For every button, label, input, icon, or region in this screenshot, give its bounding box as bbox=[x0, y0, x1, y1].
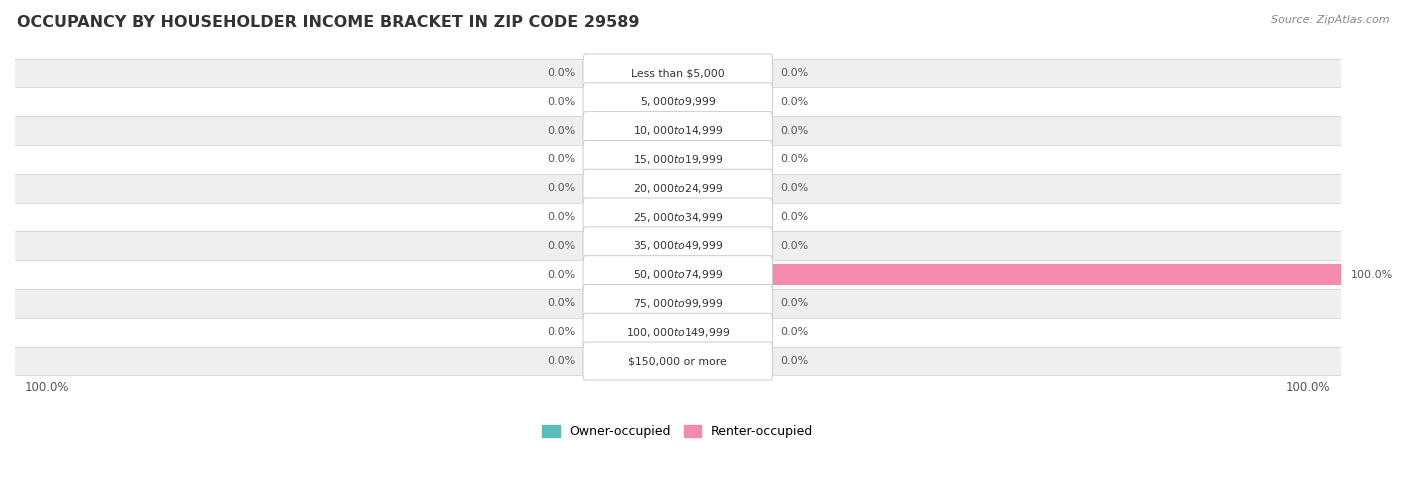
Bar bbox=[15, 318, 1340, 347]
Text: $50,000 to $74,999: $50,000 to $74,999 bbox=[633, 268, 723, 281]
Text: OCCUPANCY BY HOUSEHOLDER INCOME BRACKET IN ZIP CODE 29589: OCCUPANCY BY HOUSEHOLDER INCOME BRACKET … bbox=[17, 15, 640, 30]
Text: 0.0%: 0.0% bbox=[547, 68, 575, 78]
FancyBboxPatch shape bbox=[583, 256, 772, 294]
Text: 0.0%: 0.0% bbox=[780, 356, 808, 366]
Text: 0.0%: 0.0% bbox=[780, 327, 808, 337]
FancyBboxPatch shape bbox=[583, 342, 772, 380]
FancyBboxPatch shape bbox=[583, 83, 772, 121]
FancyBboxPatch shape bbox=[583, 169, 772, 207]
Text: $10,000 to $14,999: $10,000 to $14,999 bbox=[633, 124, 723, 137]
Bar bbox=[15, 231, 1340, 260]
Bar bbox=[15, 145, 1340, 174]
Bar bbox=[15, 260, 1340, 289]
Text: $5,000 to $9,999: $5,000 to $9,999 bbox=[640, 95, 716, 108]
Text: 0.0%: 0.0% bbox=[780, 155, 808, 164]
Text: 0.0%: 0.0% bbox=[780, 126, 808, 136]
FancyBboxPatch shape bbox=[583, 198, 772, 236]
Text: 0.0%: 0.0% bbox=[780, 241, 808, 251]
Text: 0.0%: 0.0% bbox=[547, 298, 575, 309]
Bar bbox=[15, 203, 1340, 231]
Text: 0.0%: 0.0% bbox=[547, 183, 575, 193]
Text: Source: ZipAtlas.com: Source: ZipAtlas.com bbox=[1271, 15, 1389, 25]
Text: $35,000 to $49,999: $35,000 to $49,999 bbox=[633, 240, 723, 252]
Text: Less than $5,000: Less than $5,000 bbox=[631, 68, 724, 78]
Text: $100,000 to $149,999: $100,000 to $149,999 bbox=[626, 326, 730, 339]
FancyBboxPatch shape bbox=[583, 140, 772, 178]
Text: 0.0%: 0.0% bbox=[547, 126, 575, 136]
Text: 0.0%: 0.0% bbox=[547, 212, 575, 222]
FancyBboxPatch shape bbox=[583, 54, 772, 92]
Bar bbox=[15, 59, 1340, 87]
Text: $15,000 to $19,999: $15,000 to $19,999 bbox=[633, 153, 723, 166]
Text: $20,000 to $24,999: $20,000 to $24,999 bbox=[633, 182, 723, 195]
Text: 0.0%: 0.0% bbox=[780, 68, 808, 78]
Bar bbox=[15, 347, 1340, 376]
FancyBboxPatch shape bbox=[583, 284, 772, 323]
Text: 0.0%: 0.0% bbox=[780, 97, 808, 107]
Text: 0.0%: 0.0% bbox=[547, 270, 575, 279]
Text: 0.0%: 0.0% bbox=[780, 212, 808, 222]
Text: 0.0%: 0.0% bbox=[780, 183, 808, 193]
Text: 0.0%: 0.0% bbox=[547, 155, 575, 164]
Text: 0.0%: 0.0% bbox=[547, 97, 575, 107]
Legend: Owner-occupied, Renter-occupied: Owner-occupied, Renter-occupied bbox=[537, 420, 818, 443]
Text: 0.0%: 0.0% bbox=[547, 241, 575, 251]
Text: $150,000 or more: $150,000 or more bbox=[628, 356, 727, 366]
Text: 100.0%: 100.0% bbox=[25, 381, 69, 394]
Bar bbox=[15, 174, 1340, 203]
Text: 100.0%: 100.0% bbox=[1351, 270, 1393, 279]
FancyBboxPatch shape bbox=[583, 112, 772, 150]
Bar bbox=[15, 116, 1340, 145]
Text: 100.0%: 100.0% bbox=[1286, 381, 1330, 394]
Bar bbox=[678, 264, 1340, 285]
FancyBboxPatch shape bbox=[583, 227, 772, 265]
Text: 0.0%: 0.0% bbox=[780, 298, 808, 309]
Text: 0.0%: 0.0% bbox=[547, 356, 575, 366]
Text: $75,000 to $99,999: $75,000 to $99,999 bbox=[633, 297, 723, 310]
FancyBboxPatch shape bbox=[583, 313, 772, 351]
Text: $25,000 to $34,999: $25,000 to $34,999 bbox=[633, 210, 723, 224]
Bar bbox=[15, 87, 1340, 116]
Text: 0.0%: 0.0% bbox=[547, 327, 575, 337]
Bar bbox=[15, 289, 1340, 318]
